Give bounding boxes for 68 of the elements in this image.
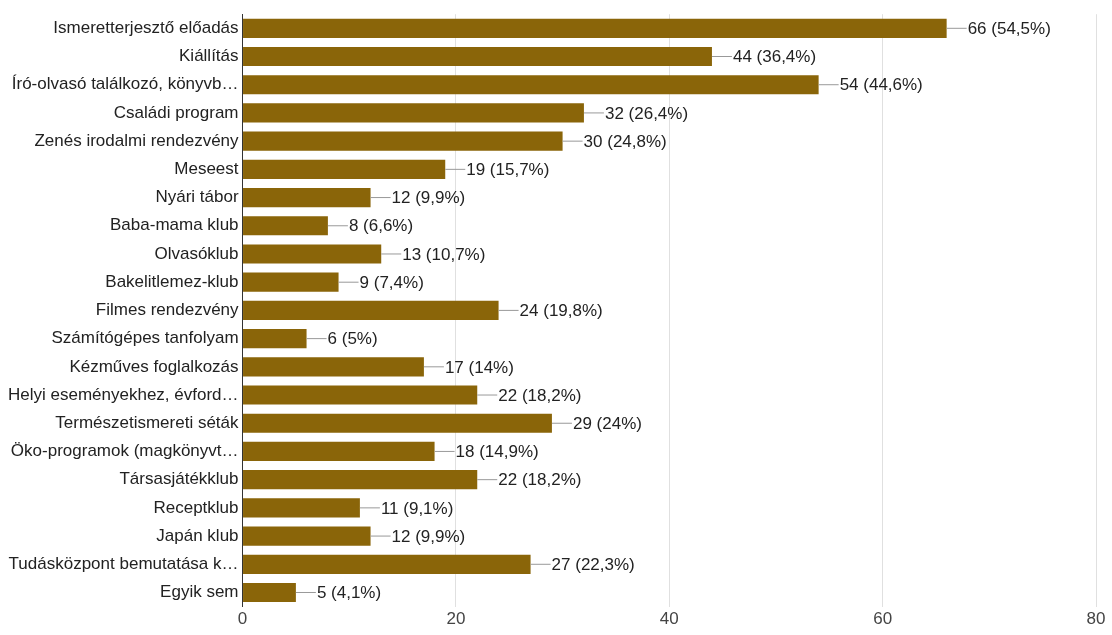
y-tick-label: Kézműves foglalkozás xyxy=(69,356,239,376)
bar xyxy=(243,470,478,490)
data-label: 12 (9,9%) xyxy=(391,188,466,208)
data-label: 22 (18,2%) xyxy=(498,470,582,490)
y-tick-label: Tudásközpont bemutatása k… xyxy=(8,553,239,573)
data-label: 22 (18,2%) xyxy=(498,385,582,405)
y-tick-label: Baba-mama klub xyxy=(110,215,239,235)
y-tick-label: Ismeretterjesztő előadás xyxy=(53,17,239,37)
bar xyxy=(243,75,819,95)
x-tick-label: 60 xyxy=(873,609,893,629)
bar xyxy=(243,103,584,123)
data-label: 18 (14,9%) xyxy=(455,442,539,462)
data-label: 6 (5%) xyxy=(327,329,378,349)
y-tick-label: Olvasóklub xyxy=(154,243,239,263)
y-tick-label: Filmes rendezvény xyxy=(95,300,240,320)
bar xyxy=(243,582,296,603)
data-label: 11 (9,1%) xyxy=(380,498,454,518)
data-label: 24 (19,8%) xyxy=(519,301,603,321)
bar xyxy=(243,300,499,320)
bar xyxy=(243,187,371,208)
bar xyxy=(243,159,446,179)
y-tick-label: Japán klub xyxy=(156,525,239,545)
data-label: 29 (24%) xyxy=(572,413,642,433)
bar xyxy=(243,329,307,349)
data-label: 66 (54,5%) xyxy=(967,18,1051,38)
y-tick-label: Meseest xyxy=(174,159,239,179)
x-tick-label: 80 xyxy=(1086,609,1106,629)
data-label: 8 (6,6%) xyxy=(348,216,414,236)
y-tick-label: Egyik sem xyxy=(160,582,239,602)
bar xyxy=(243,18,947,38)
data-label: 32 (26,4%) xyxy=(604,103,689,123)
data-label: 13 (10,7%) xyxy=(402,244,486,264)
data-label: 30 (24,8%) xyxy=(583,131,667,151)
y-tick-label: Társasjátékklub xyxy=(119,469,239,489)
data-label: 9 (7,4%) xyxy=(359,272,424,292)
x-tick-label: 40 xyxy=(659,609,679,629)
data-label: 27 (22,3%) xyxy=(551,554,635,574)
bar xyxy=(243,526,371,546)
y-tick-label: Nyári tábor xyxy=(155,187,239,207)
y-tick-label: Zenés irodalmi rendezvény xyxy=(34,130,240,150)
bar xyxy=(243,413,552,433)
data-label: 54 (44,6%) xyxy=(839,75,923,95)
y-tick-label: Író-olvasó találkozó, könyvb… xyxy=(11,74,239,94)
bar xyxy=(243,244,382,264)
data-label: 19 (15,7%) xyxy=(466,160,550,180)
data-label: 5 (4,1%) xyxy=(316,583,382,603)
bar xyxy=(243,216,328,236)
data-label: 44 (36,4%) xyxy=(732,47,817,67)
bar xyxy=(243,498,360,518)
y-tick-label: Receptklub xyxy=(153,497,239,517)
x-tick-label: 20 xyxy=(446,609,466,629)
bar xyxy=(243,131,563,151)
bar xyxy=(243,441,435,462)
bar xyxy=(243,272,339,292)
data-label: 17 (14%) xyxy=(444,357,514,377)
y-tick-label: Természetismereti séták xyxy=(55,412,240,432)
y-tick-label: Öko-programok (magkönyvt… xyxy=(10,441,239,461)
bar xyxy=(243,357,424,377)
y-tick-label: Családi program xyxy=(113,102,239,122)
x-tick-label: 0 xyxy=(237,609,248,629)
y-tick-label: Helyi eseményekhez, évford… xyxy=(8,384,239,404)
y-tick-label: Számítógépes tanfolyam xyxy=(51,328,239,348)
y-tick-label: Bakelitlemez-klub xyxy=(105,271,239,291)
data-label: 12 (9,9%) xyxy=(391,526,466,546)
bar xyxy=(243,46,712,67)
y-tick-label: Kiállítás xyxy=(179,46,239,66)
bar xyxy=(243,554,531,574)
bar xyxy=(243,385,478,405)
